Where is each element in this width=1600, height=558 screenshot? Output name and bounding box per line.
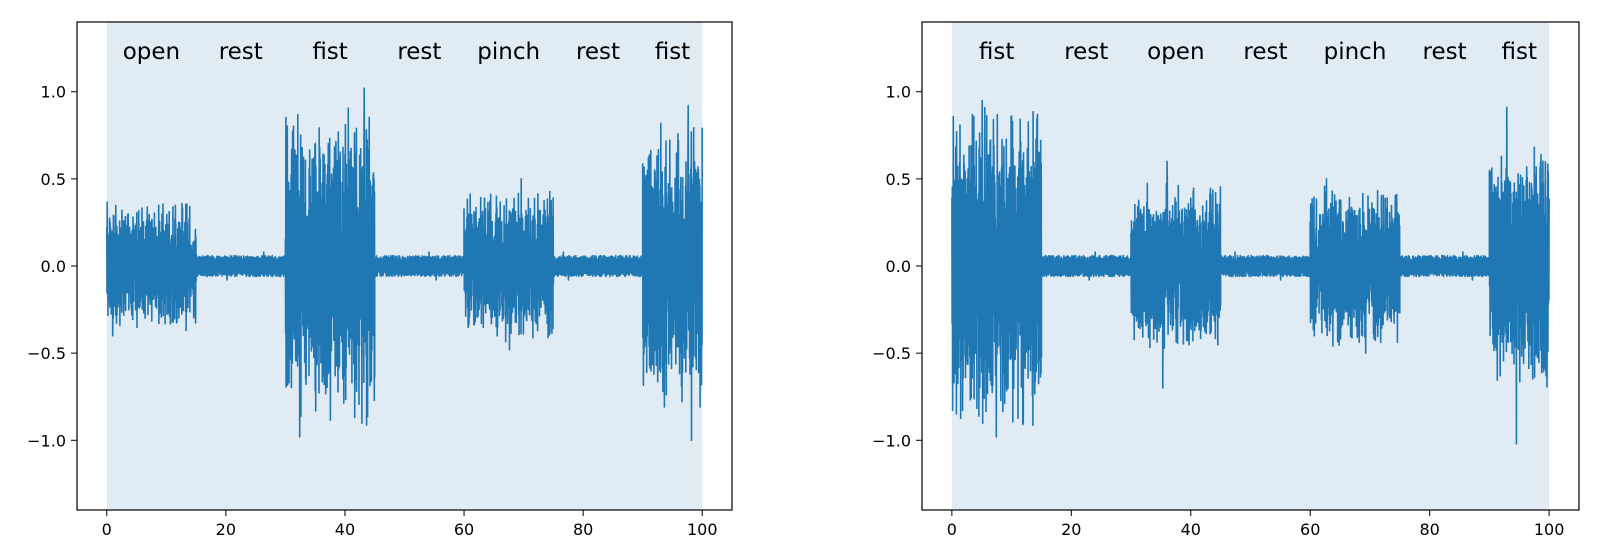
segment-label: rest bbox=[1064, 39, 1108, 65]
y-tick-label: −1.0 bbox=[872, 431, 911, 450]
segment-label: pinch bbox=[1324, 39, 1387, 65]
segment-label: rest bbox=[1243, 39, 1287, 65]
segment-label: rest bbox=[219, 39, 263, 65]
y-tick-label: 1.0 bbox=[886, 83, 911, 102]
y-tick-label: −0.5 bbox=[27, 344, 66, 363]
y-tick-label: −1.0 bbox=[27, 431, 66, 450]
segment-label: fist bbox=[979, 39, 1015, 65]
segment-label: fist bbox=[312, 39, 348, 65]
segment-label: pinch bbox=[477, 39, 540, 65]
x-tick-label: 20 bbox=[216, 520, 236, 539]
y-tick-label: 0.0 bbox=[886, 257, 911, 276]
chart-right: fist rest open rest pinch rest fist 0 20 40 60 80 10… bbox=[872, 21, 1580, 539]
segment-label: rest bbox=[576, 39, 620, 65]
segment-label: open bbox=[1147, 39, 1204, 65]
signal-line bbox=[106, 87, 703, 442]
segment-label: rest bbox=[397, 39, 441, 65]
segment-label: open bbox=[123, 39, 180, 65]
x-tick-label: 0 bbox=[947, 520, 957, 539]
x-tick-label: 60 bbox=[454, 520, 474, 539]
segment-label: fist bbox=[655, 39, 691, 65]
signal-line bbox=[951, 99, 1550, 445]
x-tick-label: 40 bbox=[335, 520, 355, 539]
x-tick-label: 80 bbox=[573, 520, 593, 539]
x-tick-label: 20 bbox=[1061, 520, 1081, 539]
x-tick-label: 40 bbox=[1181, 520, 1201, 539]
x-tick-label: 100 bbox=[1534, 520, 1565, 539]
x-tick-label: 100 bbox=[687, 520, 718, 539]
y-tick-label: 0.0 bbox=[41, 257, 66, 276]
segment-label: fist bbox=[1502, 39, 1538, 65]
x-tick-label: 0 bbox=[102, 520, 112, 539]
chart-left: open rest fist rest pinch rest fist 0 20 40 60 80 10… bbox=[27, 21, 733, 539]
x-tick-label: 80 bbox=[1420, 520, 1440, 539]
y-tick-label: −0.5 bbox=[872, 344, 911, 363]
x-tick-label: 60 bbox=[1300, 520, 1320, 539]
y-tick-label: 0.5 bbox=[41, 170, 66, 189]
segment-label: rest bbox=[1423, 39, 1467, 65]
y-tick-label: 0.5 bbox=[886, 170, 911, 189]
y-tick-label: 1.0 bbox=[41, 83, 66, 102]
